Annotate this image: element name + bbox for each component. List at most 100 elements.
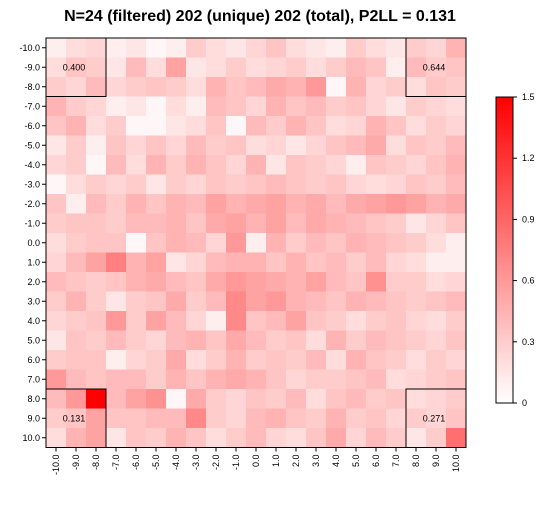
heatmap-cell — [326, 194, 347, 214]
heatmap-cell — [166, 96, 187, 117]
heatmap-cell — [246, 77, 267, 97]
heatmap-cell — [346, 213, 367, 234]
heatmap-cell — [126, 77, 147, 97]
heatmap-cell — [46, 116, 67, 136]
heatmap-cell — [126, 233, 147, 253]
heatmap-cell — [306, 135, 327, 156]
heatmap-cell — [166, 330, 187, 351]
heatmap-cell — [386, 291, 407, 312]
heatmap-cell — [86, 272, 107, 292]
heatmap-cell — [66, 57, 87, 78]
heatmap-cell — [226, 428, 247, 448]
heatmap-cell — [346, 350, 367, 370]
heatmap-cell — [126, 174, 147, 195]
heatmap-cell — [286, 213, 307, 234]
heatmap-cell — [146, 428, 167, 448]
heatmap-cell — [186, 428, 207, 448]
colorbar-tick-label: 0.6 — [522, 276, 535, 286]
heatmap-cell — [46, 77, 67, 97]
heatmap-cell — [146, 174, 167, 195]
heatmap-cell — [146, 369, 167, 390]
heatmap-cell — [166, 311, 187, 331]
heatmap-cell — [86, 135, 107, 156]
heatmap-cell — [86, 116, 107, 136]
heatmap-cell — [406, 38, 427, 58]
heatmap-cell — [86, 369, 107, 390]
heatmap-cell — [186, 116, 207, 136]
heatmap-cell — [326, 330, 347, 351]
heatmap-cell — [446, 77, 467, 97]
heatmap-cell — [306, 428, 327, 448]
heatmap-cell — [126, 408, 147, 429]
heatmap-cell — [286, 116, 307, 136]
heatmap-cell — [326, 174, 347, 195]
heatmap-cell — [366, 252, 387, 273]
heatmap-cell — [226, 252, 247, 273]
heatmap-cell — [206, 155, 227, 175]
heatmap-cell — [346, 408, 367, 429]
heatmap-cell — [286, 330, 307, 351]
heatmap-cell — [426, 408, 447, 429]
heatmap-cell — [346, 155, 367, 175]
heatmap-cell — [126, 96, 147, 117]
heatmap-cell — [366, 135, 387, 156]
heatmap-cell — [66, 77, 87, 97]
x-axis-ticks: -10.0 -9.0 -8.0 -7.0 -6.0 -5.0 -4.0 -3.0 -2.0 -1.… — [51, 447, 461, 476]
heatmap-cell — [426, 233, 447, 253]
heatmap-cell — [266, 389, 287, 409]
heatmap-cell — [146, 155, 167, 175]
heatmap-cell — [146, 96, 167, 117]
heatmap-cell — [446, 96, 467, 117]
heatmap-cell — [126, 272, 147, 292]
heatmap-cell — [106, 213, 127, 234]
heatmap-cell — [366, 272, 387, 292]
heatmap-cell — [46, 311, 67, 331]
heatmap-cell — [446, 311, 467, 331]
heatmap-cell — [386, 311, 407, 331]
heatmap-cell — [366, 194, 387, 214]
heatmap-cell — [226, 155, 247, 175]
heatmap-cell — [206, 428, 227, 448]
heatmap-cell — [306, 116, 327, 136]
heatmap-cell — [206, 77, 227, 97]
heatmap-cell — [366, 116, 387, 136]
heatmap-cell — [66, 155, 87, 175]
heatmap-cell — [226, 408, 247, 429]
heatmap-cell — [386, 57, 407, 78]
heatmap-cell — [206, 330, 227, 351]
heatmap-cell — [426, 428, 447, 448]
heatmap-cell — [126, 135, 147, 156]
heatmap-cell — [406, 428, 427, 448]
heatmap-cell — [286, 57, 307, 78]
heatmap-cell — [366, 213, 387, 234]
heatmap-cell — [66, 174, 87, 195]
x-tick-label: 3.0 — [311, 455, 321, 468]
heatmap-cell — [186, 272, 207, 292]
heatmap-cell — [366, 408, 387, 429]
heatmap-cell — [446, 194, 467, 214]
colorbar-gradient — [495, 96, 514, 404]
heatmap-cell — [106, 291, 127, 312]
heatmap-cell — [406, 213, 427, 234]
heatmap-cell — [126, 116, 147, 136]
heatmap-cell — [146, 252, 167, 273]
corner-annotation-top-right: 0.644 — [423, 62, 446, 72]
heatmap-cell — [446, 135, 467, 156]
heatmap-cell — [326, 350, 347, 370]
x-tick-label: -10.0 — [51, 455, 61, 476]
heatmap-cell — [186, 38, 207, 58]
heatmap-cell — [46, 213, 67, 234]
heatmap-cell — [406, 311, 427, 331]
heatmap-cell — [66, 350, 87, 370]
heatmap-cell — [326, 389, 347, 409]
heatmap-cell — [206, 57, 227, 78]
heatmap-cell — [406, 116, 427, 136]
heatmap-cell — [86, 252, 107, 273]
heatmap-cell — [346, 77, 367, 97]
heatmap-cell — [66, 389, 87, 409]
heatmap-cell — [366, 428, 387, 448]
heatmap-cell — [366, 57, 387, 78]
heatmap-cell — [186, 252, 207, 273]
heatmap-cell — [346, 369, 367, 390]
colorbar-tick-label: 1.5 — [522, 92, 535, 102]
